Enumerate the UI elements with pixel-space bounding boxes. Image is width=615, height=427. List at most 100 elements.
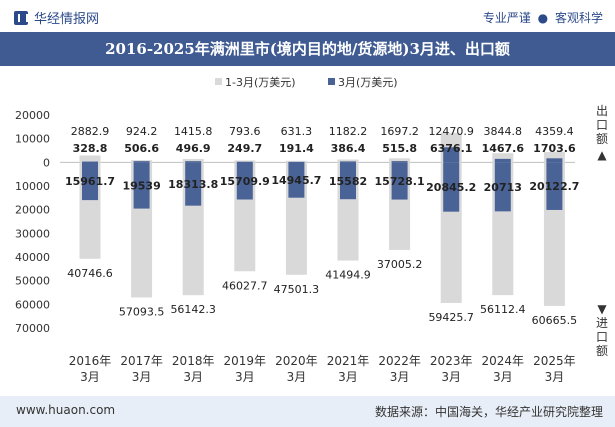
x-tick-year-1: 2017年 [120,354,163,368]
bar-ytd-export-6 [389,158,411,163]
bar-month-import-1 [133,162,150,209]
y-tick-label-4: 20000 [15,204,50,217]
x-tick-month-8: 3月 [493,370,513,384]
y-tick-label-8: 60000 [15,298,50,311]
label-ytd-export-1: 924.2 [126,125,158,138]
x-tick-year-5: 2021年 [327,354,370,368]
bar-month-export-3 [236,161,253,163]
import-axis-label: 进口额 [595,316,609,358]
y-tick-label-6: 40000 [15,251,50,264]
y-tick-label-2: 0 [43,156,50,169]
slogan: 专业严谨 ● 客观科学 [483,9,603,26]
x-tick-year-7: 2023年 [430,354,473,368]
label-month-import-7: 20845.2 [426,181,476,194]
brand-name: 华经情报网 [34,12,100,27]
x-tick-year-6: 2022年 [378,354,421,368]
title-bar: 2016-2025年满洲里市(境内目的地/货源地)3月进、出口额 [0,32,615,66]
bar-month-export-8 [494,158,511,163]
label-ytd-import-4: 47501.3 [274,283,320,296]
x-tick-month-3: 3月 [235,370,255,384]
bar-ytd-export-4 [285,160,307,163]
legend-swatch-0 [215,78,222,85]
label-month-export-0: 328.8 [73,142,108,155]
footer-site: www.huaon.com [16,403,116,417]
label-ytd-export-7: 12470.9 [428,125,474,138]
y-tick-label-7: 50000 [15,275,50,288]
legend-label-1: 3月(万美元) [338,76,398,89]
label-ytd-import-1: 57093.5 [119,305,165,318]
bar-ytd-export-2 [182,158,204,163]
footer-source: 数据来源：中国海关，华经产业研究院整理 [374,405,603,419]
x-tick-month-0: 3月 [80,370,100,384]
label-ytd-export-3: 793.6 [229,125,261,138]
label-month-import-8: 20713 [484,181,522,194]
bar-month-export-6 [391,161,408,163]
label-month-import-9: 20122.7 [529,180,579,193]
label-month-export-4: 191.4 [279,142,314,155]
label-ytd-import-5: 41494.9 [325,269,371,282]
y-tick-label-0: 20000 [15,109,50,122]
label-month-export-8: 1467.6 [482,142,525,155]
x-tick-month-9: 3月 [545,370,565,384]
export-arrow-glyph: ▲ [597,148,607,162]
bar-month-export-0 [82,161,98,163]
label-ytd-export-8: 3844.8 [484,125,523,138]
bar-month-export-7 [443,147,460,163]
bar-month-import-4 [288,162,305,198]
import-arrow-glyph: ▼ [597,302,607,316]
x-tick-month-1: 3月 [132,370,152,384]
bar-month-import-6 [391,162,408,200]
y-tick-label-1: 10000 [15,133,50,146]
slogan-left: 专业严谨 [482,11,531,25]
label-ytd-import-6: 37005.2 [377,258,423,271]
legend-swatch-1 [328,78,335,85]
slogan-separator: ● [537,11,549,25]
bar-ytd-export-0 [79,155,101,163]
bar-month-import-9 [546,162,563,210]
bar-ytd-export-9 [543,152,565,163]
x-tick-year-2: 2018年 [172,354,215,368]
x-tick-month-6: 3月 [390,370,410,384]
label-month-import-2: 18313.8 [168,178,218,191]
bar-month-import-3 [236,162,253,200]
label-month-export-2: 496.9 [176,142,211,155]
label-ytd-import-8: 56112.4 [480,303,526,316]
label-month-import-5: 15582 [329,175,367,188]
label-month-export-9: 1703.6 [533,142,576,155]
bar-month-import-5 [340,162,356,200]
bar-month-import-2 [185,162,202,206]
top-bar: 华经情报网 专业严谨 ● 客观科学 [0,0,615,32]
label-month-import-4: 14945.7 [271,174,321,187]
legend-label-0: 1-3月(万美元) [225,76,296,89]
brand-logo-icon [14,11,28,25]
x-tick-year-8: 2024年 [482,354,525,368]
label-ytd-export-6: 1697.2 [380,125,419,138]
bar-month-export-5 [340,161,356,163]
y-tick-label-9: 70000 [15,322,50,335]
label-month-import-0: 15961.7 [65,175,115,188]
label-ytd-export-2: 1415.8 [174,125,213,138]
export-axis-text: 出口额 [595,104,608,146]
label-ytd-export-4: 631.3 [281,125,313,138]
label-ytd-export-0: 2882.9 [71,125,110,138]
label-month-import-3: 15709.9 [220,175,270,188]
y-tick-label-5: 30000 [15,227,50,240]
brand: 华经情报网 [14,8,99,27]
label-month-export-3: 249.7 [227,142,262,155]
x-tick-month-4: 3月 [287,370,307,384]
label-month-export-5: 386.4 [331,142,366,155]
label-ytd-import-3: 46027.7 [222,279,268,292]
bar-month-import-7 [443,162,460,212]
label-ytd-import-9: 60665.5 [532,314,578,327]
chart-title: 2016-2025年满洲里市(境内目的地/货源地)3月进、出口额 [105,40,510,58]
label-ytd-import-7: 59425.7 [428,311,474,324]
x-tick-month-7: 3月 [441,370,461,384]
export-arrow-icon: ▲ [595,148,609,162]
label-ytd-export-5: 1182.2 [329,125,368,138]
bar-month-export-2 [185,161,202,163]
export-axis-label: 出口额 [595,104,609,146]
import-arrow-icon: ▼ [595,302,609,316]
footer: www.huaon.com 数据来源：中国海关，华经产业研究院整理 [0,396,615,427]
x-tick-month-2: 3月 [183,370,203,384]
